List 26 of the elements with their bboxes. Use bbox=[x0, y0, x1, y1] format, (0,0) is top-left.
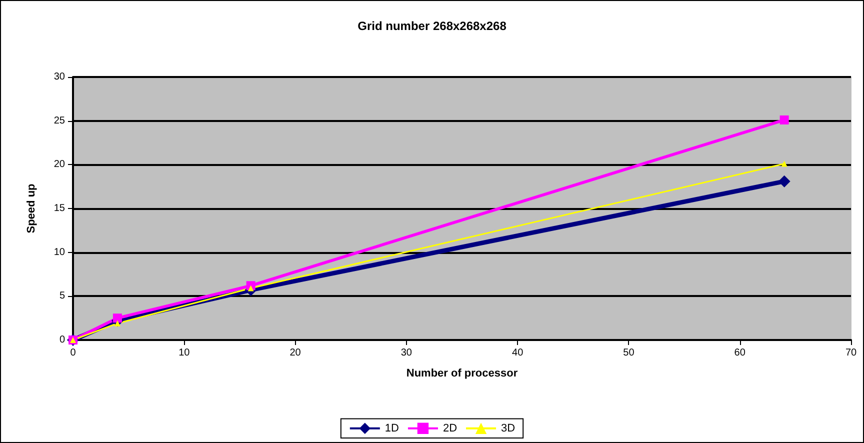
y-tick-label: 5 bbox=[59, 290, 66, 302]
y-tick-label: 20 bbox=[54, 159, 66, 170]
y-tick-label: 30 bbox=[54, 72, 66, 82]
x-axis-title: Number of processor bbox=[406, 368, 518, 380]
y-axis-title: Speed up bbox=[26, 183, 38, 234]
x-tick-label: 50 bbox=[623, 348, 635, 358]
y-tick-label: 0 bbox=[59, 334, 66, 346]
point bbox=[112, 314, 122, 323]
x-tick-label: 0 bbox=[70, 348, 76, 358]
point bbox=[248, 285, 254, 292]
legend-label: 1D bbox=[384, 422, 400, 434]
legend-label: 3D bbox=[501, 422, 516, 434]
point bbox=[781, 160, 788, 167]
y-tick-label: 15 bbox=[54, 203, 66, 214]
point bbox=[780, 115, 789, 124]
x-tick-label: 60 bbox=[734, 348, 746, 358]
y-tick-label: 10 bbox=[54, 246, 66, 258]
x-tick-label: 40 bbox=[512, 348, 524, 358]
x-tick-label: 70 bbox=[845, 348, 857, 358]
point bbox=[778, 175, 790, 188]
x-tick-label: 30 bbox=[400, 348, 412, 358]
y-tick-label: 25 bbox=[54, 115, 66, 126]
chart-title: Grid number 268x268x268 bbox=[358, 19, 507, 33]
x-tick-label: 10 bbox=[178, 348, 190, 358]
x-tick-label: 20 bbox=[290, 348, 302, 358]
legend-label: 2D bbox=[442, 422, 458, 434]
